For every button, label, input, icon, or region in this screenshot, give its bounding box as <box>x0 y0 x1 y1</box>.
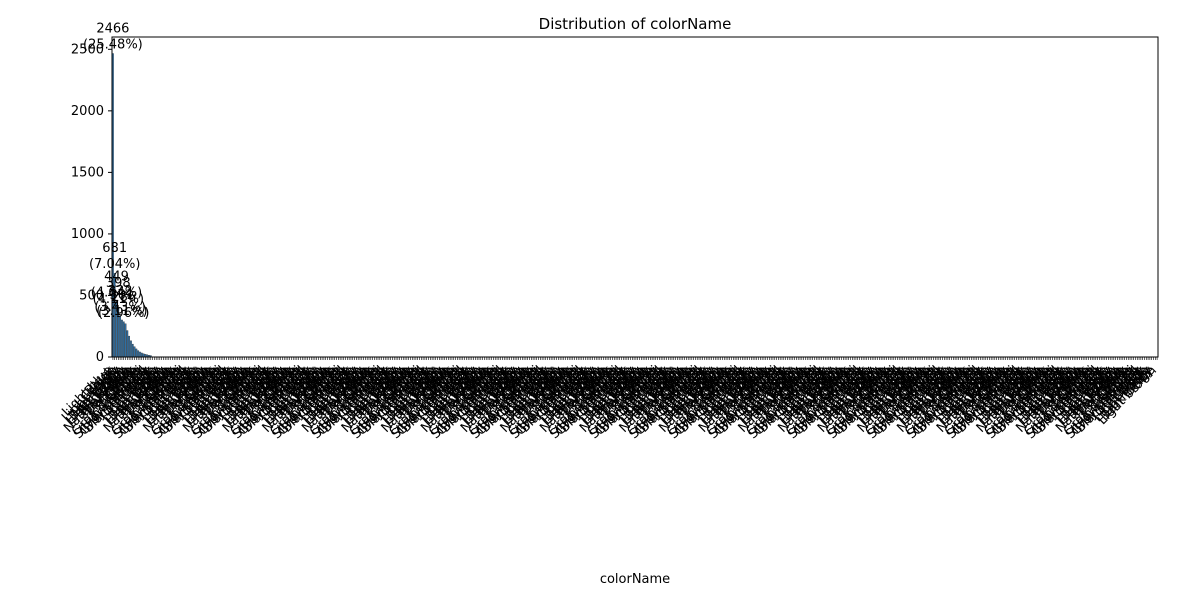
y-tick-label: 2000 <box>71 104 104 119</box>
plot-area <box>111 36 1159 358</box>
bar <box>121 319 123 358</box>
bar <box>126 330 129 358</box>
bar <box>139 351 141 358</box>
bar <box>122 321 125 358</box>
data-label-percent: (25.48%) <box>83 37 143 52</box>
bar <box>140 352 143 358</box>
y-tick-label: 0 <box>96 350 104 365</box>
bar <box>135 348 138 358</box>
data-label-percent: (2.96%) <box>98 306 149 321</box>
axes-frame <box>111 36 1159 358</box>
bar <box>130 340 132 358</box>
data-label-count: 286 <box>111 290 136 305</box>
bar <box>124 323 127 358</box>
bar <box>131 343 134 358</box>
bar <box>133 346 136 358</box>
y-tick-label: 1000 <box>71 227 104 242</box>
bar <box>137 350 140 358</box>
bar <box>128 335 131 358</box>
y-tick-label: 1500 <box>71 165 104 180</box>
x-axis-label: colorName <box>600 572 670 587</box>
data-label-count: 2466 <box>96 21 129 36</box>
chart-title: Distribution of colorName <box>539 15 732 33</box>
bar <box>119 315 121 358</box>
data-label-count: 681 <box>102 241 127 256</box>
